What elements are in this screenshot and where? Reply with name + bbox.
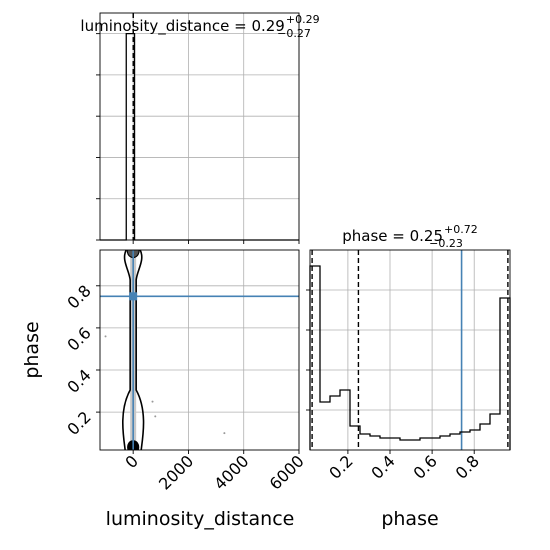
joint-ytick-label: 0.2	[63, 407, 94, 438]
lumdist-hist-grid	[100, 13, 300, 240]
lumdist-title-sub: −0.27	[277, 27, 311, 40]
phase-title-sub: −0.23	[429, 237, 463, 250]
joint-ytick-label: 0.4	[63, 365, 94, 396]
joint-contour-right	[135, 249, 145, 451]
phase-histogram-panel: 0.2 0.4 0.6 0.8 phase = 0.25+0.72 −0.23 phas…	[306, 223, 511, 530]
joint-xtick-label: 4000	[210, 451, 252, 493]
phase-hist-xlabel: phase	[381, 508, 438, 530]
lumdist-hist-title: luminosity_distance = 0.29+0.29 −0.27	[80, 13, 319, 40]
joint-frame	[99, 249, 300, 451]
joint-panel: 0 2000 4000 6000 0.2 0.4 0.6 0.8 luminosity_dis…	[21, 249, 308, 530]
joint-outliers	[104, 335, 226, 435]
joint-contour-left	[121, 249, 131, 451]
joint-xtick-label: 2000	[155, 451, 197, 493]
lumdist-title-main: luminosity_distance = 0.29	[80, 17, 284, 36]
lumdist-hist-frame	[99, 12, 300, 241]
phase-hist-frame	[309, 249, 511, 451]
lumdist-histogram-panel: luminosity_distance = 0.29+0.29 −0.27	[80, 12, 320, 244]
joint-outlier-point	[104, 335, 107, 338]
phase-hist-quantiles	[311, 250, 509, 450]
phase-hist-xtick-label: 0.6	[410, 451, 441, 482]
joint-outlier-point	[154, 415, 157, 418]
joint-outlier-point	[151, 400, 154, 403]
lumdist-hist-step	[100, 32, 299, 241]
phase-hist-title: phase = 0.25+0.72 −0.23	[342, 223, 478, 250]
lumdist-hist-ticks	[96, 33, 300, 244]
phase-hist-xtick-label: 0.8	[452, 451, 483, 482]
joint-outlier-point	[223, 432, 226, 435]
phase-title-sup: +0.72	[444, 223, 478, 236]
phase-hist-xtick-label: 0.2	[325, 451, 356, 482]
joint-truth-marker	[129, 292, 138, 301]
joint-xtick-label: 6000	[266, 451, 308, 493]
phase-hist-grid	[310, 250, 510, 450]
phase-hist-step	[309, 265, 511, 450]
lumdist-title-sup: +0.29	[286, 13, 320, 26]
joint-xtick-label: 0	[121, 451, 142, 472]
joint-xlabel: luminosity_distance	[106, 508, 295, 530]
joint-ytick-label: 0.6	[63, 323, 94, 354]
joint-ytick-label: 0.8	[63, 281, 94, 312]
joint-truth	[100, 250, 299, 450]
joint-ylabel: phase	[21, 321, 43, 378]
phase-title-main: phase = 0.25	[342, 227, 443, 245]
phase-hist-xtick-label: 0.4	[367, 451, 398, 482]
phase-hist-ticks: 0.2 0.4 0.6 0.8	[306, 289, 483, 483]
